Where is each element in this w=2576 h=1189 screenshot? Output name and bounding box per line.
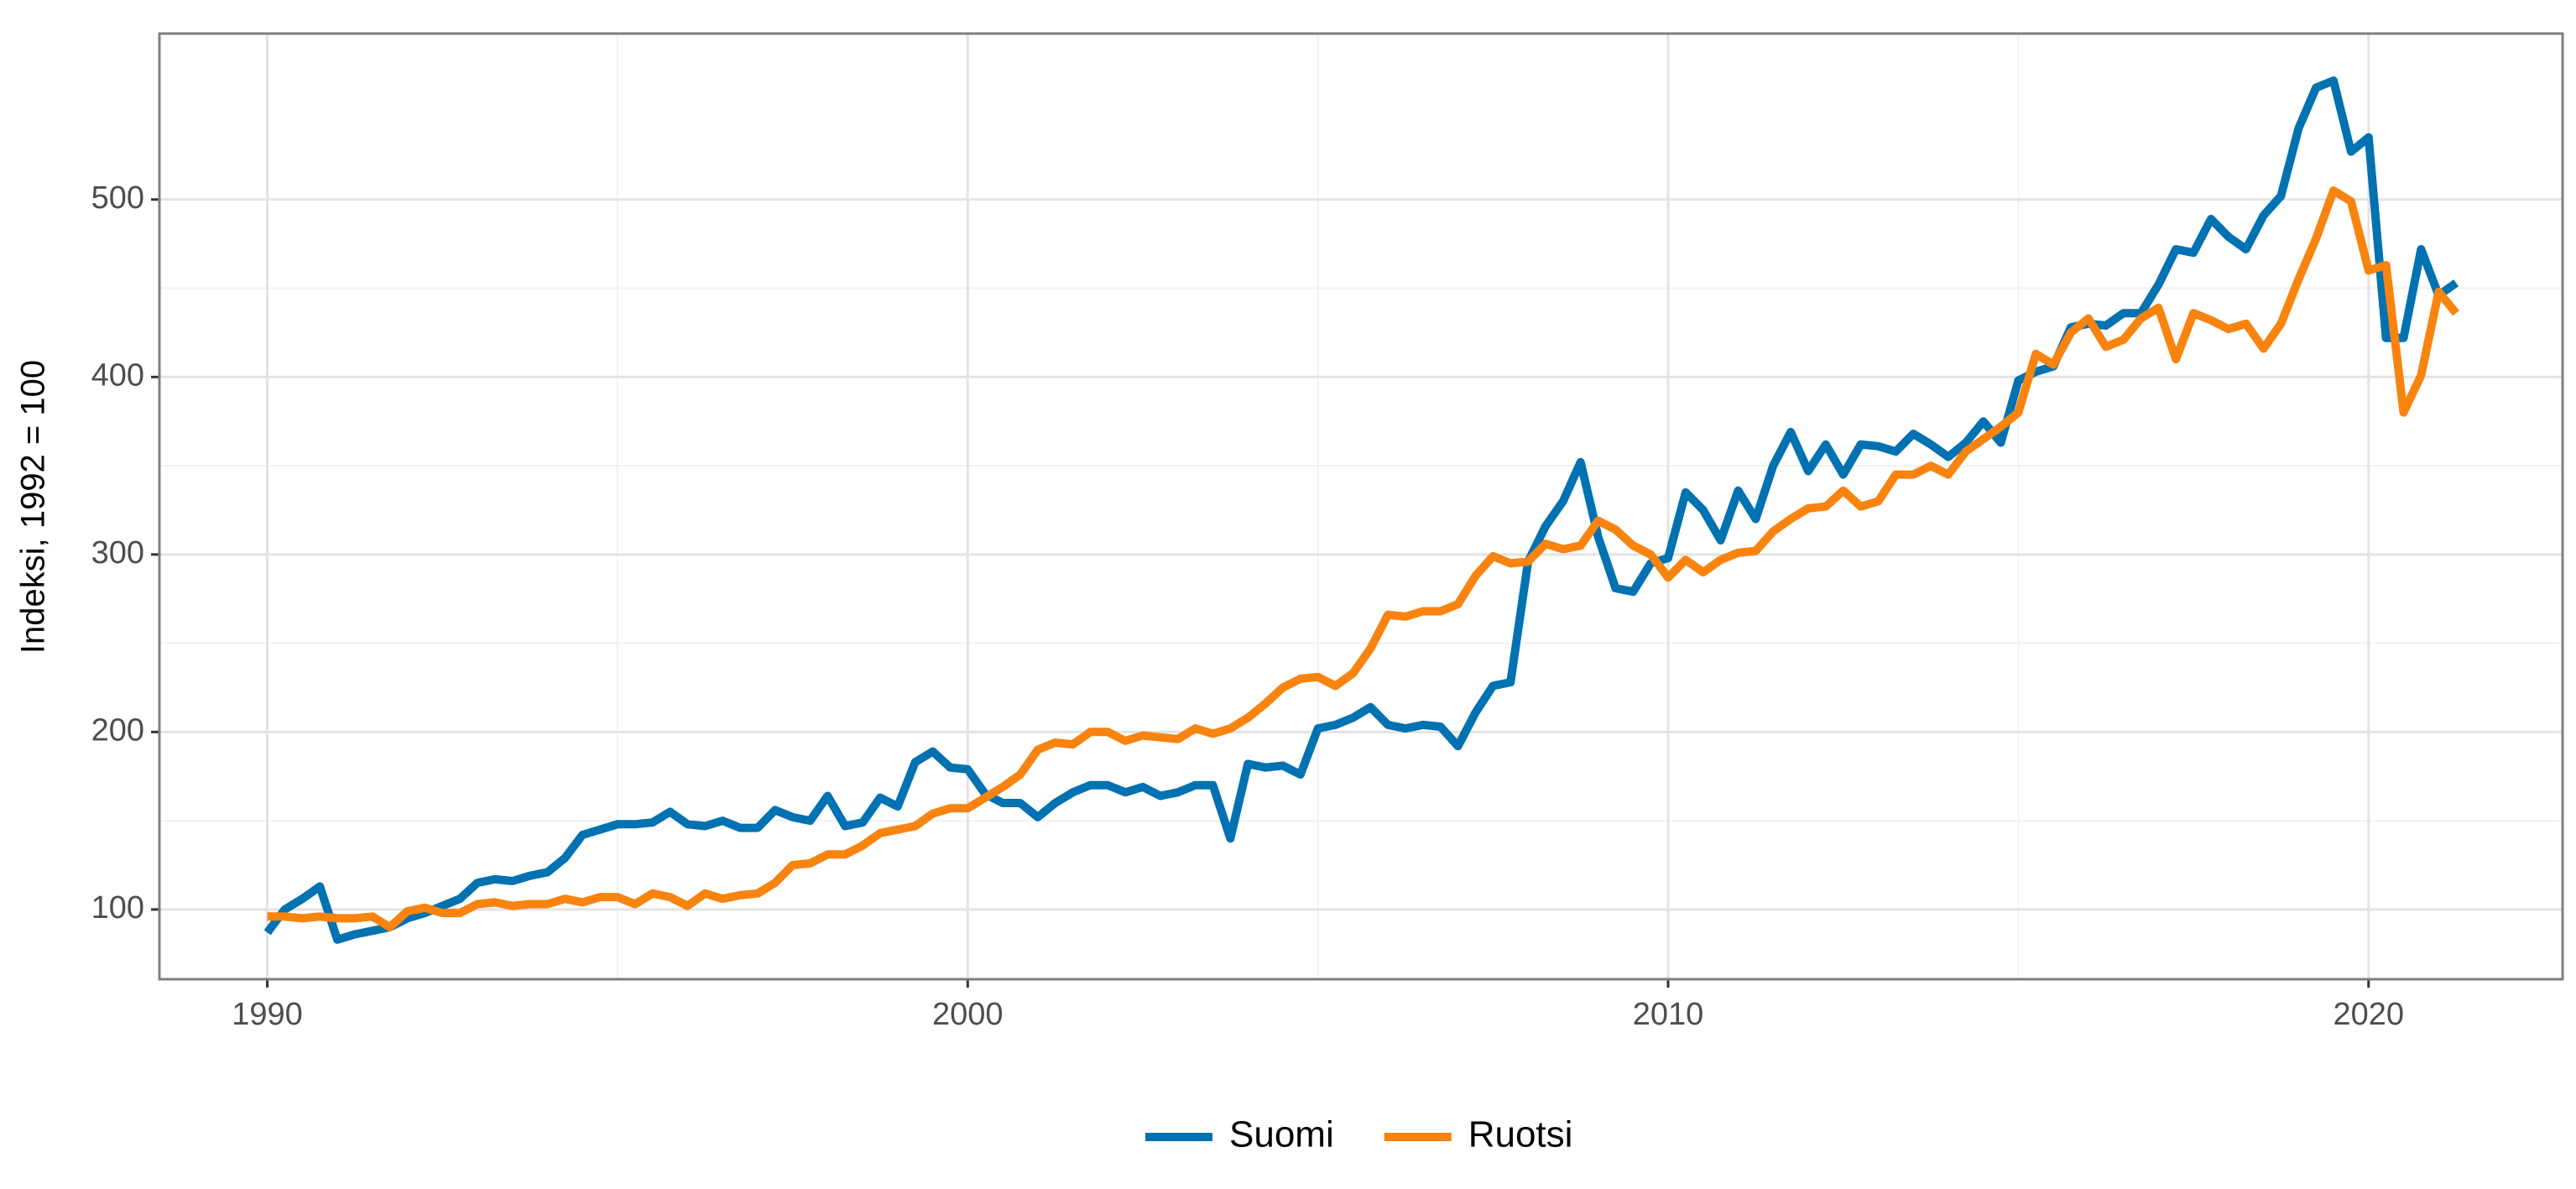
x-tick-label: 2000 — [932, 997, 1004, 1032]
x-tick-label: 1990 — [232, 997, 303, 1032]
y-tick-label: 100 — [91, 890, 144, 926]
line-series — [267, 186, 2459, 931]
panel-border — [158, 32, 2564, 981]
y-tick-label: 400 — [91, 357, 144, 393]
y-tick-label: 500 — [91, 180, 144, 216]
y-tick-label: 300 — [91, 535, 144, 571]
y-axis-label: Indeksi, 1992 = 100 — [15, 360, 52, 654]
legend-label: Suomi — [1229, 1114, 1334, 1155]
x-tick-label: 2010 — [1633, 997, 1704, 1032]
legend-label: Ruotsi — [1468, 1114, 1573, 1155]
x-tick-label: 2020 — [2334, 997, 2405, 1032]
y-tick-label: 200 — [91, 712, 144, 748]
line-series — [263, 76, 2459, 944]
